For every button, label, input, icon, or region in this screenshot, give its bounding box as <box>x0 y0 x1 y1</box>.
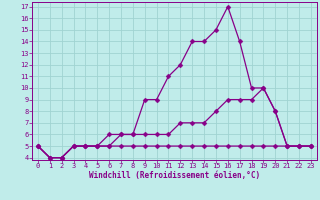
X-axis label: Windchill (Refroidissement éolien,°C): Windchill (Refroidissement éolien,°C) <box>89 171 260 180</box>
